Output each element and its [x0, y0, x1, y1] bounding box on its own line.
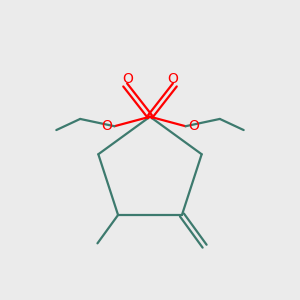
Text: O: O: [167, 72, 178, 86]
Text: O: O: [122, 72, 133, 86]
Text: O: O: [101, 119, 112, 133]
Text: O: O: [188, 119, 199, 133]
